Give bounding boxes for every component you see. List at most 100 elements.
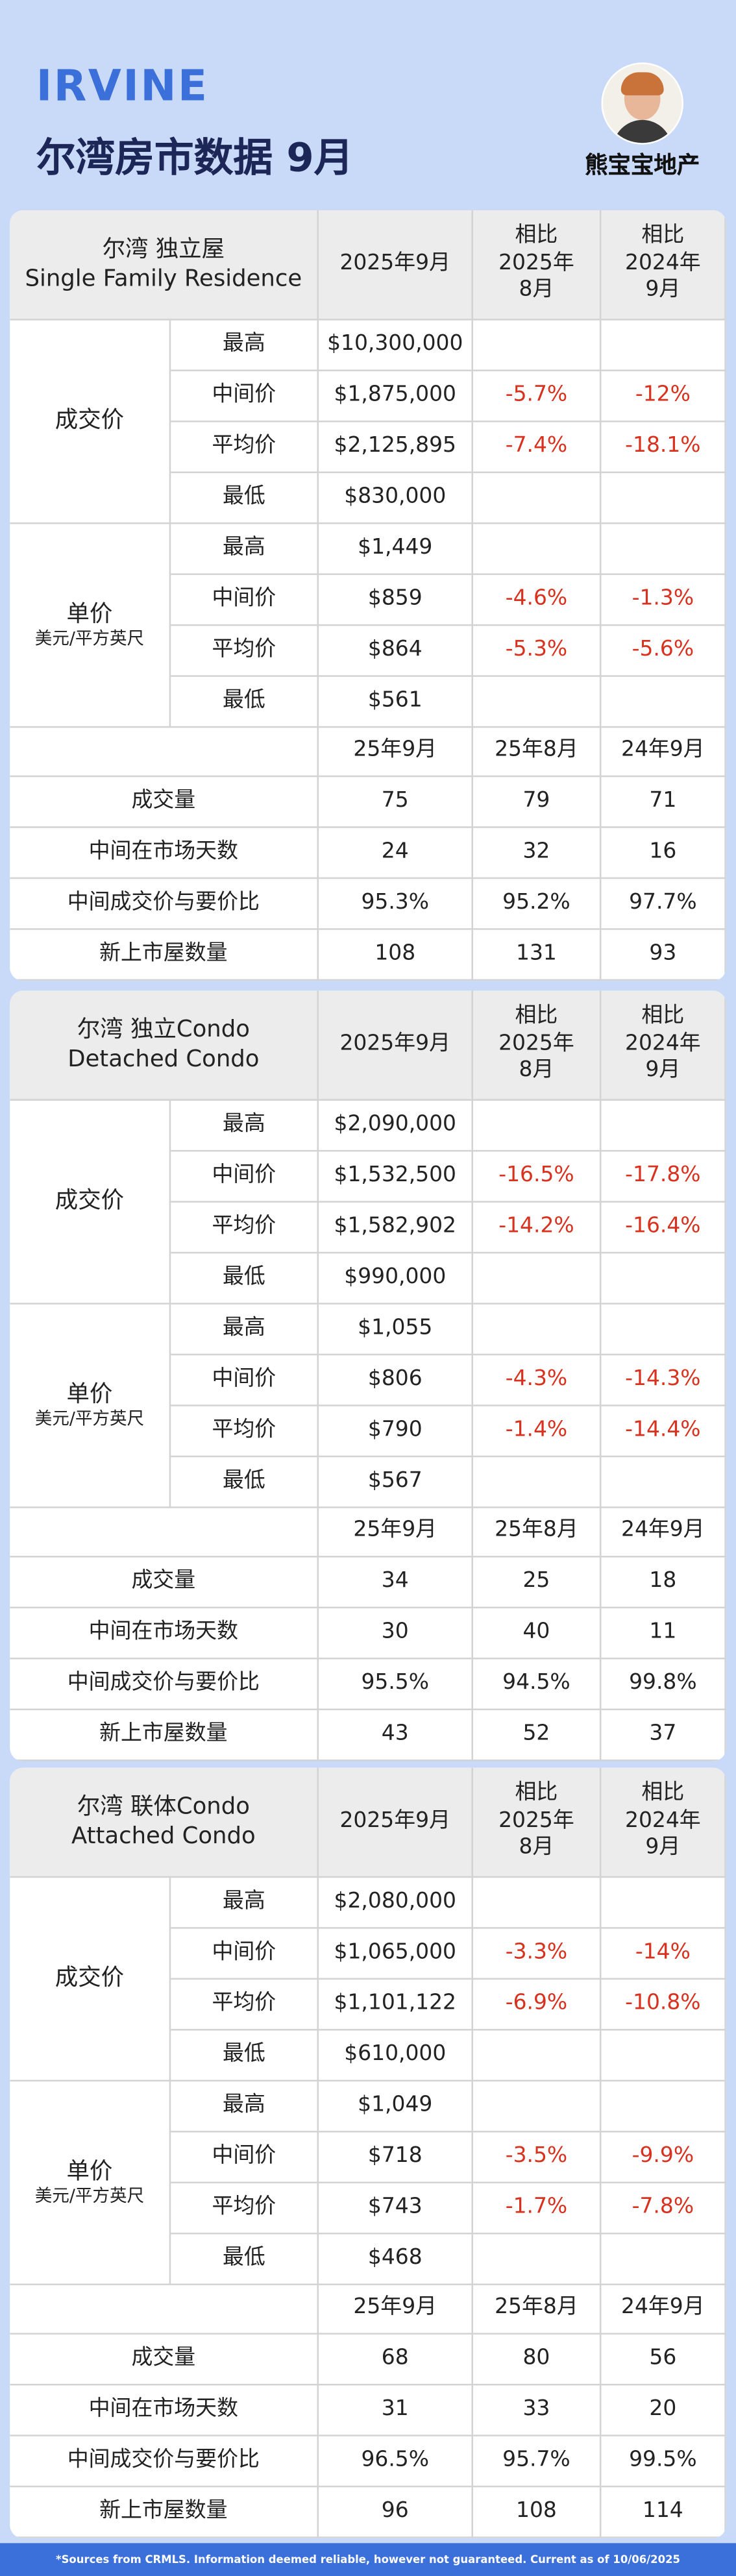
stats-label: 新上市屋数量 <box>10 2487 319 2538</box>
value-text: $990,000 <box>344 1264 447 1289</box>
stats-value-text: 108 <box>374 940 416 966</box>
stats-value-text: 94.5% <box>502 1670 570 1695</box>
stats-value: 131 <box>473 929 602 981</box>
value-cell <box>473 1304 602 1356</box>
row-label-text: 平均价 <box>212 2194 276 2219</box>
value-cell <box>601 1304 726 1356</box>
section-name-line: Detached Condo <box>67 1046 260 1073</box>
stats-label: 中间成交价与要价比 <box>10 879 319 930</box>
value-text: $864 <box>367 636 423 661</box>
value-cell <box>601 2234 726 2285</box>
stats-value-text: 68 <box>381 2345 409 2370</box>
stats-value: 108 <box>319 929 473 981</box>
value-cell: $1,449 <box>319 524 473 575</box>
column-header-text: 8月 <box>519 278 554 303</box>
value-cell: $743 <box>319 2183 473 2235</box>
group-sublabel: 美元/平方英尺 <box>34 628 145 649</box>
row-label: 平均价 <box>171 2183 319 2235</box>
value-text: $718 <box>367 2143 423 2168</box>
row-label: 最低 <box>171 1253 319 1305</box>
row-label-text: 最低 <box>222 484 265 509</box>
table-section: 尔湾 独立屋 Single Family Residence 2025年9月 相比 20… <box>10 210 726 981</box>
stats-label: 成交量 <box>10 2334 319 2386</box>
stats-value-text: 95.3% <box>361 889 430 914</box>
column-header-text: 相比 <box>641 223 685 248</box>
stats-label: 中间成交价与要价比 <box>10 1659 319 1711</box>
stats-header-text: 25年8月 <box>495 1517 578 1543</box>
stats-header: 25年9月 <box>319 728 473 778</box>
value-cell: $2,080,000 <box>319 1878 473 1929</box>
value-text: $2,090,000 <box>334 1111 456 1136</box>
avatar <box>601 62 683 145</box>
stats-value: 95.3% <box>319 879 473 930</box>
value-text: $2,125,895 <box>334 433 456 458</box>
row-label-text: 最高 <box>222 331 265 356</box>
stats-value: 25 <box>473 1557 602 1609</box>
stats-value-text: 80 <box>522 2345 550 2370</box>
stats-label-text: 成交量 <box>131 787 196 813</box>
stats-value-text: 96.5% <box>361 2447 430 2472</box>
value-cell: $1,049 <box>319 2081 473 2133</box>
column-header-text: 相比 <box>641 1780 685 1805</box>
title: 尔湾房市数据 9月 <box>36 134 354 181</box>
stats-label: 中间在市场天数 <box>10 2385 319 2436</box>
value-text: -14.4% <box>625 1417 701 1442</box>
column-header-text: 相比 <box>515 223 558 248</box>
value-text: -18.1% <box>625 433 701 458</box>
value-text: -14.2% <box>498 1213 574 1238</box>
row-label: 最高 <box>171 1878 319 1929</box>
column-header: 相比 2024年 9月 <box>601 990 726 1101</box>
value-cell: $561 <box>319 676 473 728</box>
stats-label-text: 成交量 <box>131 2345 196 2370</box>
column-header-text: 相比 <box>641 1003 685 1028</box>
value-cell: $610,000 <box>319 2030 473 2082</box>
stats-header: 25年8月 <box>473 1508 602 1558</box>
value-text: $1,875,000 <box>334 382 456 407</box>
stats-value: 97.7% <box>601 879 726 930</box>
row-label-text: 中间价 <box>212 2143 276 2168</box>
value-cell <box>473 1878 602 1929</box>
column-header-text: 相比 <box>515 1780 558 1805</box>
value-text: -17.8% <box>625 1162 701 1187</box>
stats-value: 40 <box>473 1608 602 1660</box>
stats-value-text: 43 <box>381 1721 409 1746</box>
row-label: 中间价 <box>171 1928 319 1980</box>
row-label: 最低 <box>171 2234 319 2285</box>
column-header-text: 2025年9月 <box>339 1031 450 1056</box>
value-text: $830,000 <box>344 484 447 509</box>
stats-label: 成交量 <box>10 777 319 828</box>
value-text: $610,000 <box>344 2041 447 2067</box>
value-cell: -14% <box>601 1928 726 1980</box>
row-label-text: 中间价 <box>212 1162 276 1187</box>
value-cell: -17.8% <box>601 1151 726 1203</box>
column-header-text: 9月 <box>645 1059 681 1084</box>
value-cell: -4.3% <box>473 1355 602 1406</box>
row-label: 最高 <box>171 524 319 575</box>
row-label: 平均价 <box>171 1980 319 2031</box>
stats-value-text: 20 <box>649 2396 677 2421</box>
value-cell: -7.4% <box>473 422 602 473</box>
stats-value: 94.5% <box>473 1659 602 1711</box>
column-header-text: 相比 <box>515 1003 558 1028</box>
stats-value: 18 <box>601 1557 726 1609</box>
value-text: -5.3% <box>505 636 568 661</box>
row-label-text: 平均价 <box>212 1990 276 2015</box>
row-label-text: 最高 <box>222 2092 265 2117</box>
section-name: 尔湾 联体Condo Attached Condo <box>10 1767 319 1878</box>
column-header-text: 2024年 <box>625 1031 701 1056</box>
stats-value: 43 <box>319 1710 473 1761</box>
value-cell: $10,300,000 <box>319 320 473 372</box>
stats-value-text: 37 <box>649 1721 677 1746</box>
value-text: $10,300,000 <box>327 331 463 356</box>
value-text: $1,101,122 <box>334 1990 456 2015</box>
column-header-text: 9月 <box>645 278 681 303</box>
stats-value: 68 <box>319 2334 473 2386</box>
value-cell: $830,000 <box>319 473 473 524</box>
value-cell: $1,875,000 <box>319 371 473 423</box>
row-label: 最低 <box>171 1457 319 1508</box>
value-cell: $468 <box>319 2234 473 2285</box>
column-header: 2025年9月 <box>319 990 473 1101</box>
stats-value: 52 <box>473 1710 602 1761</box>
stats-value-text: 95.5% <box>361 1670 430 1695</box>
value-cell: -14.2% <box>473 1202 602 1254</box>
